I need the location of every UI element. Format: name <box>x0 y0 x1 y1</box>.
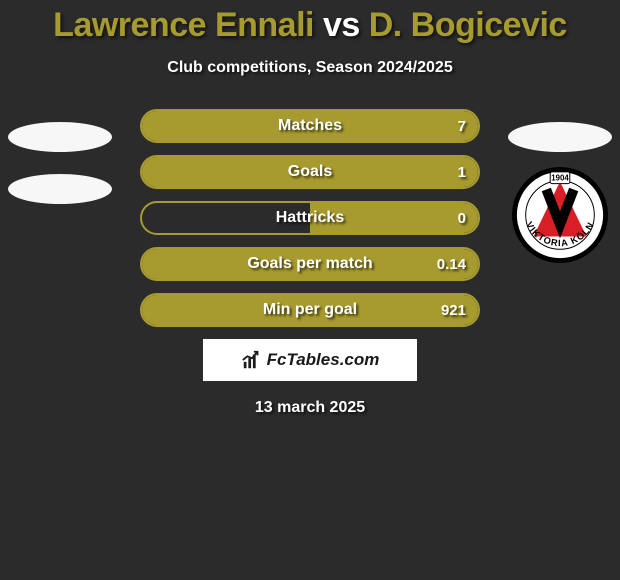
vs-text: vs <box>323 6 360 44</box>
player2-clubs: 1904 VIKTORIA KÖLN <box>508 122 612 264</box>
stat-row: Goals1 <box>140 155 480 189</box>
stat-row: Hattricks0 <box>140 201 480 235</box>
stat-row: Goals per match0.14 <box>140 247 480 281</box>
club-badge-placeholder <box>508 122 612 152</box>
stat-label: Matches <box>142 111 478 141</box>
stat-label: Hattricks <box>142 203 478 233</box>
stat-label: Min per goal <box>142 295 478 325</box>
badge-year: 1904 <box>551 174 569 183</box>
player1-clubs <box>8 122 112 204</box>
date-text: 13 march 2025 <box>0 399 620 417</box>
stat-row: Min per goal921 <box>140 293 480 327</box>
brand-text: FcTables.com <box>267 350 380 370</box>
stat-value-right: 1 <box>458 157 466 187</box>
stat-value-right: 921 <box>441 295 466 325</box>
stat-label: Goals per match <box>142 249 478 279</box>
stat-value-right: 0.14 <box>437 249 466 279</box>
comparison-title: Lawrence Ennali vs D. Bogicevic <box>0 0 620 45</box>
stats-table: Matches7Goals1Hattricks0Goals per match0… <box>140 109 480 327</box>
stat-label: Goals <box>142 157 478 187</box>
club-badge-placeholder <box>8 174 112 204</box>
stat-value-right: 0 <box>458 203 466 233</box>
fctables-watermark: FcTables.com <box>203 339 417 381</box>
player1-name: Lawrence Ennali <box>53 6 314 44</box>
chart-icon <box>241 349 263 371</box>
club-badge-placeholder <box>8 122 112 152</box>
subtitle: Club competitions, Season 2024/2025 <box>0 59 620 77</box>
player2-name: D. Bogicevic <box>369 6 567 44</box>
stat-row: Matches7 <box>140 109 480 143</box>
viktoria-koeln-badge: 1904 VIKTORIA KÖLN <box>511 166 609 264</box>
stat-value-right: 7 <box>458 111 466 141</box>
